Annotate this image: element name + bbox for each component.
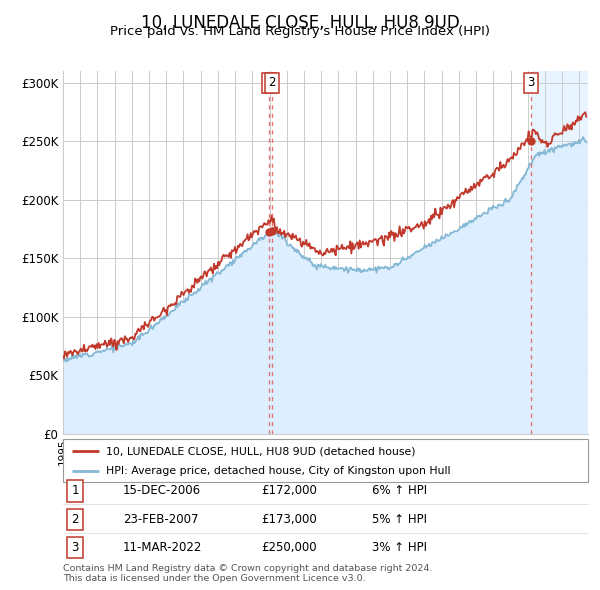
Text: 2: 2 xyxy=(71,513,79,526)
Text: 15-DEC-2006: 15-DEC-2006 xyxy=(123,484,201,497)
Text: HPI: Average price, detached house, City of Kingston upon Hull: HPI: Average price, detached house, City… xyxy=(106,466,451,476)
Text: 5% ↑ HPI: 5% ↑ HPI xyxy=(372,513,427,526)
Text: 6% ↑ HPI: 6% ↑ HPI xyxy=(372,484,427,497)
Bar xyxy=(531,71,588,434)
Text: £250,000: £250,000 xyxy=(261,541,317,554)
Text: £172,000: £172,000 xyxy=(261,484,317,497)
Text: 1: 1 xyxy=(71,484,79,497)
Text: 1: 1 xyxy=(265,76,272,89)
Text: 3: 3 xyxy=(71,541,79,554)
Text: 3% ↑ HPI: 3% ↑ HPI xyxy=(372,541,427,554)
Text: Price paid vs. HM Land Registry's House Price Index (HPI): Price paid vs. HM Land Registry's House … xyxy=(110,25,490,38)
Text: 11-MAR-2022: 11-MAR-2022 xyxy=(123,541,202,554)
Text: Contains HM Land Registry data © Crown copyright and database right 2024.: Contains HM Land Registry data © Crown c… xyxy=(63,565,433,573)
Text: 23-FEB-2007: 23-FEB-2007 xyxy=(123,513,199,526)
Text: 3: 3 xyxy=(527,76,535,89)
Text: 10, LUNEDALE CLOSE, HULL, HU8 9UD: 10, LUNEDALE CLOSE, HULL, HU8 9UD xyxy=(140,14,460,32)
Text: This data is licensed under the Open Government Licence v3.0.: This data is licensed under the Open Gov… xyxy=(63,574,365,583)
Text: 10, LUNEDALE CLOSE, HULL, HU8 9UD (detached house): 10, LUNEDALE CLOSE, HULL, HU8 9UD (detac… xyxy=(106,446,416,456)
Text: 2: 2 xyxy=(268,76,276,89)
Text: £173,000: £173,000 xyxy=(261,513,317,526)
